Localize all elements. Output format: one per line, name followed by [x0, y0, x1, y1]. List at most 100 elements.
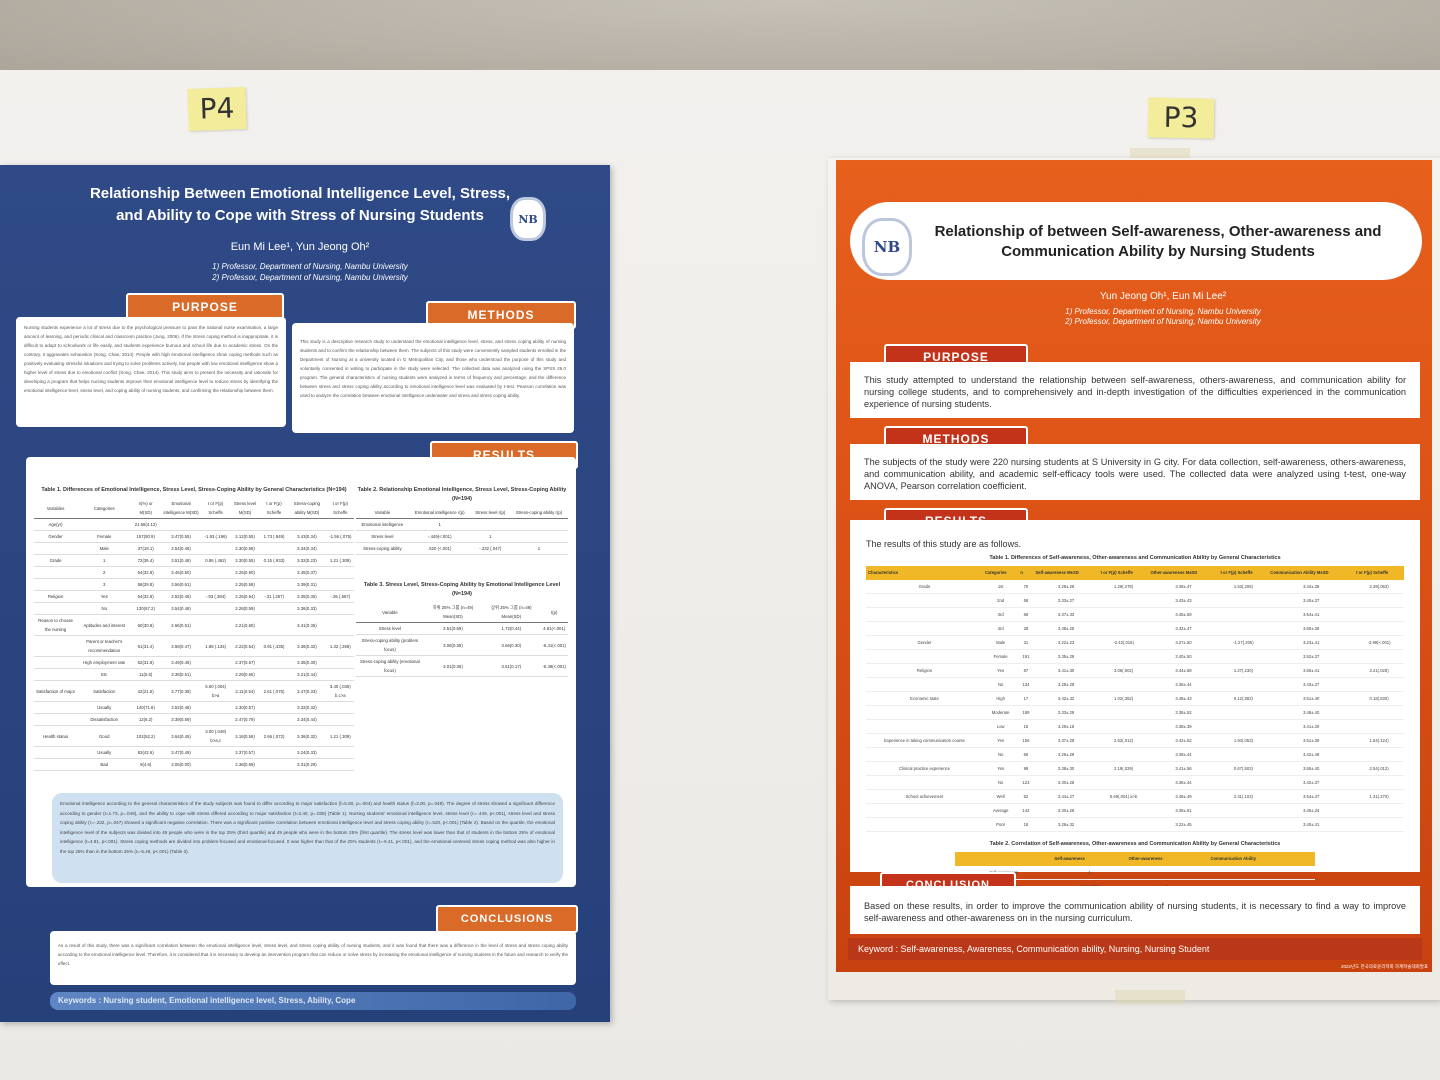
- table1-right-row: Poor 18 3.26±.32 3.22±.45 3.40±.41: [866, 817, 1404, 832]
- table1-left-row: Health status Good 102(52.2) 3.64(0.45) 3.00…: [34, 725, 354, 747]
- table1-left-cell: Parent or teacher's recommendation: [77, 635, 132, 657]
- table1-right-cell: 1.29(.278): [1098, 580, 1149, 594]
- table2-right-header-cell: Self-awareness: [1052, 852, 1127, 866]
- table2-left-cell: 1: [509, 542, 568, 555]
- table1-left-cell: 60(30.8): [131, 614, 161, 636]
- table1-left-cell: 3.64(0.45): [160, 725, 203, 747]
- table3-left-cell: 1.72(0.44): [482, 622, 541, 635]
- table1-right-cell: 2.19(.029): [1098, 761, 1149, 776]
- table1-left-cell: 3.39(0.31): [287, 578, 327, 591]
- table1-right-cell: [1354, 817, 1404, 832]
- table3-left-cell: 3.01(0.36): [423, 655, 483, 677]
- table1-left-cell: [202, 746, 230, 759]
- table1-left-cell: [77, 518, 132, 531]
- table2-left-header-cell: Stress-coping ability r(p): [509, 507, 568, 519]
- poster-right-title: Relationship of between Self-awareness, …: [934, 223, 1382, 260]
- table3-left-cell: Stress level: [356, 622, 424, 635]
- table1-left-cell: No: [77, 602, 132, 615]
- table1-left-cell: 2.21(0.60): [229, 614, 261, 636]
- table1-right-row: Low 16 3.29±.18 3.38±.39 3.41±.30: [866, 719, 1404, 734]
- table1-right-row: Economic state High 17 3.42±.32 1.02(.362) 3.…: [866, 691, 1404, 706]
- table2-left-header-cell: Stress level r(p): [470, 507, 510, 519]
- table1-right-cell: 134: [1018, 677, 1034, 692]
- table1-right-cell: Yes: [982, 663, 1019, 678]
- table1-left-cell: [260, 614, 288, 636]
- table1-left-cell: [326, 518, 354, 531]
- table1-left-cell: [34, 635, 78, 657]
- table1-right-cell: [1354, 649, 1404, 664]
- table1-left-row: Dissatisfaction 12(6.2) 3.39(0.59) 2.47(0.7…: [34, 713, 354, 726]
- table1-left-cell: 58(29.8): [131, 578, 161, 591]
- table1-right-cell: No: [982, 775, 1019, 790]
- table1-left-cell: [326, 566, 354, 579]
- table1-left-cell: 3.54(0.48): [160, 602, 203, 615]
- table1-left-cell: 2.38(0.69): [229, 758, 261, 771]
- table1-right-header-cell: Self-awareness M±SD: [1033, 566, 1099, 580]
- table1-right-cell: 3.29±.28: [1033, 677, 1099, 692]
- table1-left-cell: 9(4.6): [131, 758, 161, 771]
- table1-right-cell: [866, 803, 983, 818]
- table1-right-cell: Yes: [982, 733, 1019, 748]
- table2-right-cell: [1208, 866, 1315, 880]
- table1-right-cell: 2.52(.012): [1098, 733, 1149, 748]
- table1-right-cell: 3.51±.40: [1268, 691, 1355, 706]
- table2-right-header-cell: Communication Ability: [1208, 852, 1315, 866]
- table1-left-cell: Female: [77, 530, 132, 543]
- table1-left-cell: 102(52.2): [131, 725, 161, 747]
- poster-right-footer: 2022년도 한국의료윤리학회 하계학술대회발표: [1340, 964, 1428, 969]
- table1-right-cell: 3.42±.37: [1268, 775, 1355, 790]
- table1-right-cell: [1098, 747, 1149, 762]
- table1-right-row: Average 142 3.30±.28 3.36±.51 3.45±.34: [866, 803, 1404, 818]
- table2-left-cell: Stress level: [356, 530, 409, 543]
- table1-right-cell: [1218, 677, 1269, 692]
- table1-left-cell: [202, 656, 230, 669]
- table1-right-cell: 3.38±.30: [1033, 761, 1099, 776]
- table1-right-cell: [1098, 607, 1149, 622]
- table1-left-cell: [202, 758, 230, 771]
- poster-left-title: Relationship Between Emotional Intellige…: [89, 185, 511, 224]
- table1-left-cell: 12(6.2): [131, 713, 161, 726]
- table1-right-cell: 3.38±.52: [1148, 705, 1219, 720]
- table1-left-cell: 3.47(0.33): [287, 680, 327, 702]
- table1-left-cell: 3.00 (.049) b>a,c: [202, 725, 230, 747]
- table1-left-cell: Aptitudes and interest: [77, 614, 132, 636]
- table2-left-header-cell: Emotional intelligence r(p): [408, 507, 471, 519]
- table1-right-cell: [1354, 677, 1404, 692]
- table1-right-cell: 156: [1018, 733, 1034, 748]
- table1-right-cell: [866, 775, 983, 790]
- table1-left-cell: 3.32(0.32): [287, 701, 327, 714]
- table1-right-cell: 28: [1018, 621, 1034, 636]
- table2-left-cell: .520 (<.001): [408, 542, 471, 555]
- table1-left-cell: [260, 578, 288, 591]
- ceiling: [0, 0, 1440, 80]
- table1-right-cell: 3.30±.28: [1033, 775, 1099, 790]
- table1-right-cell: 1.53(.206): [1218, 580, 1269, 594]
- table1-right-cell: [1218, 747, 1269, 762]
- table3-left: Variable 하위 25% 그룹 (n=49) Mean(SD) 상위 25% …: [356, 602, 568, 677]
- university-logo-left: NB: [510, 197, 546, 241]
- table2-left-cell: Stress-coping ability: [356, 542, 409, 555]
- table1-right-cell: 2.21(.028): [1354, 663, 1404, 678]
- table1-right-cell: 2.31(.102): [1218, 789, 1269, 804]
- table1-right-cell: 0.67(.502): [1218, 761, 1269, 776]
- table1-right-cell: 3rd: [982, 607, 1019, 622]
- methods-text-right: The subjects of the study were 220 nursi…: [850, 444, 1420, 500]
- table1-left-cell: -.35 (.567): [326, 590, 354, 603]
- table1-right-cell: 3.22±.45: [1148, 817, 1219, 832]
- table1-right-cell: [1098, 705, 1149, 720]
- table1-right-cell: 3.42±.52: [1148, 733, 1219, 748]
- table2-left: Variable Emotional intelligence r(p) Stres…: [356, 507, 568, 555]
- table2-right-header-cell: [955, 852, 1053, 866]
- table1-right-cell: 3.32±.47: [1148, 621, 1219, 636]
- table1-left-header-cell: Stress-coping ability M(SD): [287, 498, 327, 519]
- table1-left-row: No 130(67.2) 3.54(0.48) 2.28(0.59) 3.36(0.33…: [34, 602, 354, 615]
- table1-right-cell: 3.52±.37: [1268, 649, 1355, 664]
- table1-right-cell: [1098, 775, 1149, 790]
- table1-left-cell: 3.45(0.37): [287, 566, 327, 579]
- table1-right-header-cell: n: [1018, 566, 1034, 580]
- table1-left-cell: 3: [77, 578, 132, 591]
- table3-left-header-cell: 하위 25% 그룹 (n=49) Mean(SD): [423, 602, 483, 623]
- table1-right-cell: High: [982, 691, 1019, 706]
- table1-right-cell: [1218, 649, 1269, 664]
- table1-right-cell: 3.45±.34: [1268, 803, 1355, 818]
